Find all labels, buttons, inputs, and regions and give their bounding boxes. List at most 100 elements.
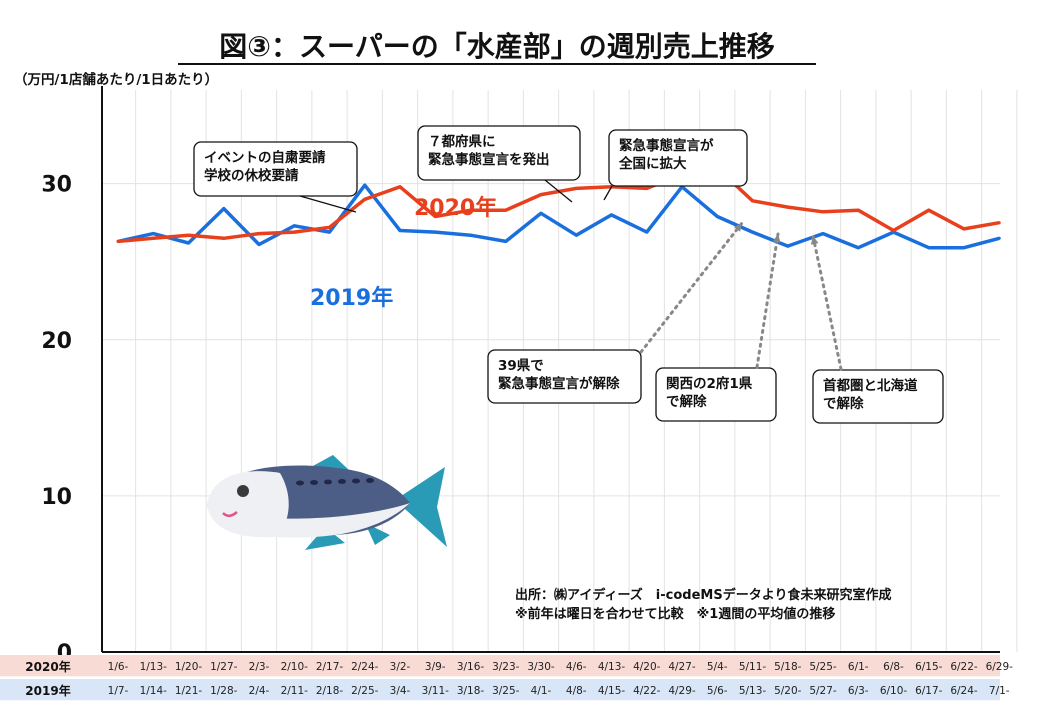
data-point — [469, 233, 472, 237]
x-tick-label: 2/3- — [249, 661, 270, 673]
x-tick-label: 5/11- — [739, 661, 767, 673]
data-point — [751, 199, 754, 203]
data-point — [433, 214, 437, 218]
callout-event-cancel-text: イベントの自粛要請 — [204, 149, 326, 166]
data-point — [328, 230, 331, 234]
data-point — [222, 207, 226, 211]
x-tick-label: 6/1- — [848, 661, 869, 673]
x-tick-label: 3/23- — [492, 661, 520, 673]
y-tick-label: 10 — [41, 485, 72, 510]
data-point — [504, 208, 508, 212]
callout-state-emergency — [417, 125, 581, 181]
x-tick-label: 4/29- — [668, 685, 696, 697]
fish-head — [207, 471, 289, 538]
callout-pointer — [603, 185, 613, 201]
x-tick-label: 6/15- — [915, 661, 943, 673]
data-point — [927, 246, 931, 250]
x-tick-label: 4/15- — [598, 685, 626, 697]
y-tick-label: 30 — [41, 173, 72, 198]
data-point — [363, 183, 367, 187]
x-tick-label: 4/20- — [633, 661, 661, 673]
data-point — [257, 232, 261, 236]
data-point — [504, 239, 508, 243]
data-point — [927, 208, 931, 212]
x-tick-label: 6/8- — [883, 661, 904, 673]
x-tick-label: 6/29- — [986, 661, 1014, 673]
x-tick-label: 1/7- — [108, 685, 129, 697]
x-tick-label: 3/18- — [457, 685, 485, 697]
x-tick-label: 6/24- — [950, 685, 978, 697]
data-point — [469, 208, 472, 212]
x-tick-label: 1/20- — [175, 661, 203, 673]
fish-tail — [395, 467, 447, 547]
data-point — [786, 244, 790, 248]
fish-spot — [296, 480, 304, 486]
fish-spot — [366, 478, 374, 483]
callout-39-prefectures-text: 緊急事態宣言が解除 — [498, 375, 620, 392]
x-tick-label: 4/1- — [531, 685, 552, 697]
data-point — [433, 230, 437, 234]
x-tick-label: 3/30- — [527, 661, 555, 673]
source-note: 出所：㈱アイディーズ i-codeMSデータより食未来研究室作成 ※前年は曜日を… — [515, 587, 891, 622]
data-point — [997, 236, 1001, 240]
data-point — [645, 230, 649, 234]
callout-kansai-text: 関西の2府1県 — [666, 375, 753, 392]
x-tick-label: 6/22- — [950, 661, 978, 673]
x-tick-label: 2/10- — [281, 661, 309, 673]
fish-eye — [237, 485, 249, 497]
x-tick-label: 4/6- — [566, 661, 587, 673]
data-point — [398, 185, 402, 189]
callout-state-emergency-text: ７都府県に — [428, 133, 496, 150]
dotted-arrow — [811, 234, 843, 371]
callout-tokyo-hokkaido-text: 首都圏と北海道 — [823, 377, 918, 394]
x-tick-label: 2/4- — [249, 685, 270, 697]
row-label: 2019年 — [25, 683, 70, 698]
callout-tokyo-hokkaido — [812, 369, 944, 424]
x-tick-label: 3/25- — [492, 685, 520, 697]
data-point — [539, 211, 543, 215]
fish-illustration — [207, 455, 447, 550]
fish-spot — [310, 480, 318, 485]
x-tick-label: 4/13- — [598, 661, 626, 673]
data-point — [328, 225, 331, 229]
data-point — [715, 214, 719, 218]
x-tick-label: 3/11- — [422, 685, 450, 697]
data-point — [751, 230, 754, 234]
x-tick-label: 1/27- — [210, 661, 238, 673]
x-tick-label: 1/21- — [175, 685, 203, 697]
x-tick-label: 2/11- — [281, 685, 309, 697]
data-point — [151, 232, 155, 236]
callout-nationwide-text: 緊急事態宣言が — [619, 137, 714, 154]
callout-pointer — [299, 195, 357, 213]
callout-nationwide-text: 全国に拡大 — [618, 155, 687, 172]
axes — [101, 86, 1000, 653]
x-tick-label: 5/20- — [774, 685, 802, 697]
fish-mouth — [222, 511, 238, 517]
x-tick-label: 5/25- — [809, 661, 837, 673]
x-tick-label: 3/16- — [457, 661, 485, 673]
x-category-rows: 2020年 1/6- 1/13- 1/20- 1/27- 2/3- 2/10- 2/17- 2/… — [0, 655, 1014, 702]
data-point — [856, 246, 860, 250]
series-labels: 2020年 2019年 — [310, 195, 497, 311]
x-tick-label: 2/18- — [316, 685, 344, 697]
data-point — [892, 229, 895, 232]
data-point — [610, 213, 613, 217]
x-tick-label: 5/18- — [774, 661, 802, 673]
x-tick-label: 1/6- — [108, 661, 129, 673]
y-tick-label: 20 — [41, 329, 72, 354]
data-point — [292, 224, 296, 228]
x-tick-label: 1/14- — [140, 685, 168, 697]
callout-39-prefectures-text: 39県で — [498, 358, 544, 374]
callout-kansai-text: で解除 — [666, 393, 707, 410]
data-point — [292, 230, 296, 234]
x-tick-label: 1/28- — [210, 685, 238, 697]
fish-bottom-fin — [305, 527, 345, 550]
data-point — [151, 236, 155, 240]
data-point — [116, 239, 120, 243]
data-point — [645, 186, 649, 190]
x-tick-label: 2/24- — [351, 661, 379, 673]
chart-title: 図③：スーパーの「水産部」の週別売上推移 — [219, 30, 774, 63]
arrow-head — [733, 223, 742, 232]
